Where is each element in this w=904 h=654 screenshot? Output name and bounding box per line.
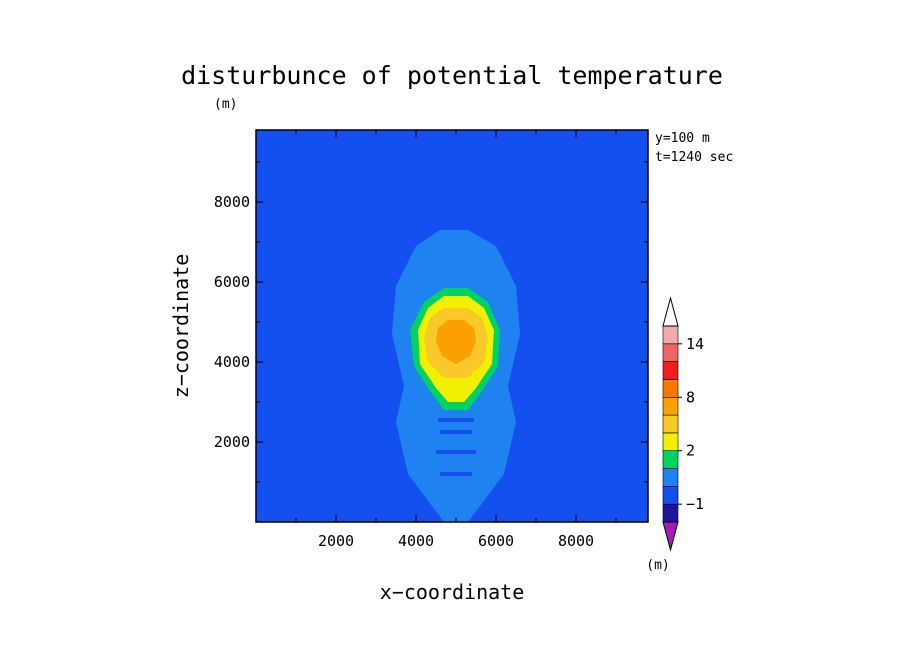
colorbar-label: 2 — [686, 442, 695, 460]
colorbar-segment — [662, 468, 679, 487]
colorbar: −1 2 8 14 — [662, 296, 704, 552]
colorbar-segment — [662, 486, 679, 505]
y-tick-label: 8000 — [214, 193, 250, 211]
colorbar-segment — [662, 379, 679, 398]
dark-band-layer — [436, 418, 476, 476]
contour-band — [440, 472, 472, 476]
contour-region-orange — [436, 320, 476, 364]
colorbar-segment — [662, 396, 679, 416]
x-tick-label: 2000 — [318, 532, 354, 550]
contour-band — [436, 450, 476, 454]
y-axis-ticks: 2000 4000 6000 8000 — [214, 161, 648, 483]
colorbar-segment — [662, 432, 679, 451]
y-tick-label: 4000 — [214, 353, 250, 371]
contour-layer — [392, 230, 520, 522]
x-tick-label: 6000 — [478, 532, 514, 550]
chart-title: disturbunce of potential temperature — [181, 61, 723, 90]
colorbar-label: −1 — [686, 495, 704, 513]
y-tick-label: 6000 — [214, 273, 250, 291]
colorbar-segment — [662, 503, 679, 523]
plot-unit-label: (m) — [214, 97, 237, 112]
x-axis-ticks: 2000 4000 6000 8000 — [295, 130, 617, 550]
contour-band — [438, 418, 474, 422]
x-tick-label: 4000 — [398, 532, 434, 550]
annotation-line: y=100 m — [655, 131, 710, 146]
colorbar-segment — [662, 361, 679, 380]
x-axis-label: x−coordinate — [380, 580, 525, 604]
colorbar-segment — [662, 343, 679, 362]
colorbar-upper-arrow — [662, 296, 679, 327]
plot-frame — [255, 129, 649, 523]
y-axis-label: z−coordinate — [169, 254, 193, 399]
contour-band — [440, 430, 472, 434]
colorbar-segment — [662, 414, 679, 434]
plot-area — [255, 129, 649, 523]
colorbar-segment — [662, 450, 679, 469]
colorbar-unit-label: (m) — [646, 558, 669, 573]
x-tick-label: 8000 — [558, 532, 594, 550]
colorbar-lower-arrow — [662, 521, 679, 552]
annotation-line: t=1240 sec — [655, 150, 733, 165]
colorbar-label: 8 — [686, 388, 695, 406]
colorbar-label: 14 — [686, 335, 704, 353]
y-tick-label: 2000 — [214, 433, 250, 451]
colorbar-segment — [662, 325, 679, 345]
